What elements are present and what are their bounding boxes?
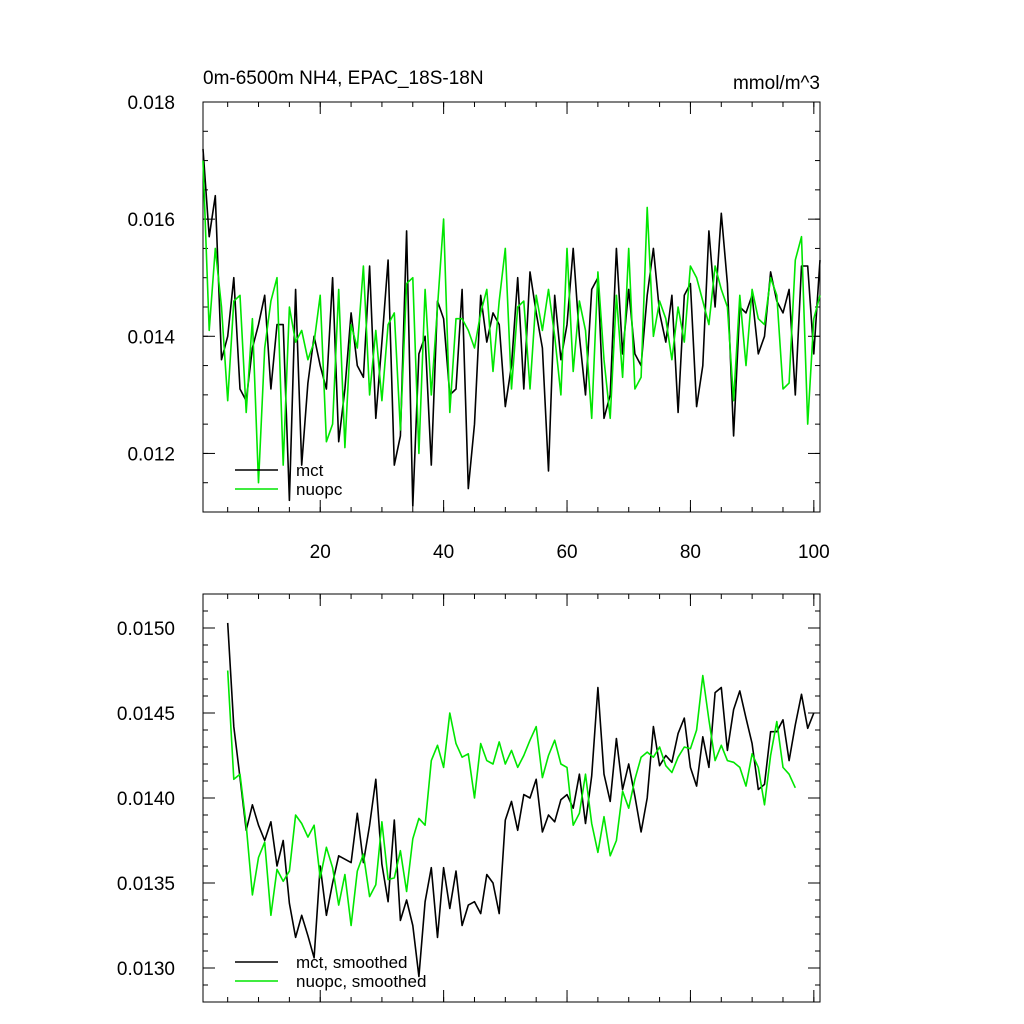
y-tick-label: 0.0140	[117, 789, 175, 810]
y-tick-label: 0.012	[127, 444, 175, 465]
plot-frame	[202, 593, 821, 1003]
y-tick-label: 0.0135	[117, 874, 175, 895]
x-tick-label: 40	[433, 542, 454, 563]
x-tick-label: 20	[310, 542, 331, 563]
y-tick-label: 0.018	[127, 93, 175, 114]
series-line-mct-smoothed	[226, 622, 815, 978]
top-panel: 0m-6500m NH4, EPAC_18S-18N mmol/m^3 0.01…	[127, 68, 829, 563]
legend-label: nuopc	[296, 480, 343, 499]
bottom-panel: 0.0130 0.0135 0.0140 0.0145 0.0150 mct, smoot…	[117, 593, 821, 1003]
units-label: mmol/m^3	[733, 73, 820, 94]
legend-label: mct	[296, 461, 324, 480]
legend-label: mct, smoothed	[296, 953, 408, 972]
y-tick-label: 0.014	[127, 327, 175, 348]
x-tick-label: 60	[556, 542, 577, 563]
y-tick-label: 0.0150	[117, 619, 175, 640]
y-tick-label: 0.016	[127, 210, 175, 231]
series-line-mct	[202, 148, 821, 507]
legend-label: nuopc, smoothed	[296, 972, 426, 991]
series-line-nuopc	[202, 160, 821, 484]
chart-title: 0m-6500m NH4, EPAC_18S-18N	[203, 68, 484, 89]
x-tick-label: 100	[798, 542, 830, 563]
y-tick-label: 0.0130	[117, 959, 175, 980]
y-tick-label: 0.0145	[117, 704, 175, 725]
x-tick-label: 80	[680, 542, 701, 563]
series-line-nuopc-smoothed	[226, 670, 797, 927]
